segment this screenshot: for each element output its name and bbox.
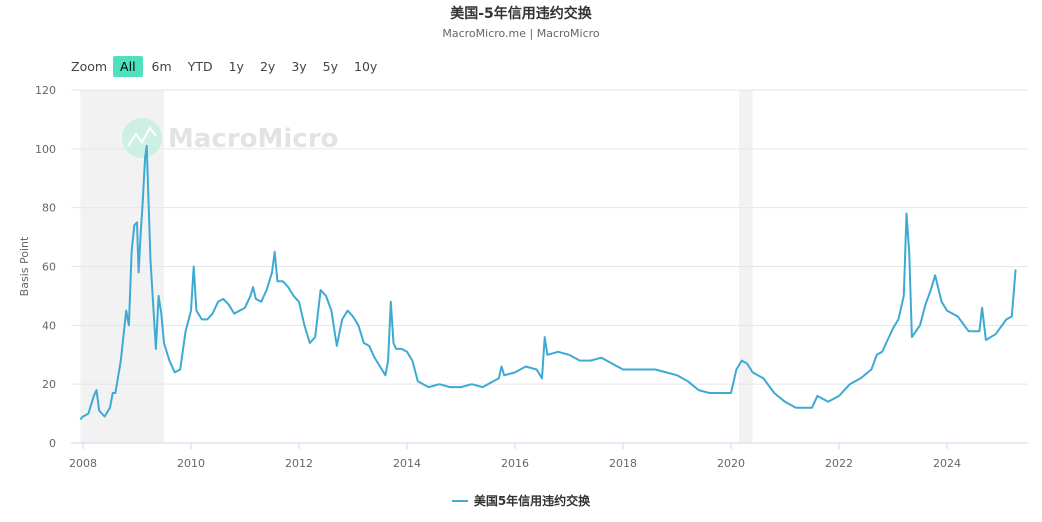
- x-tick-label: 2020: [717, 457, 745, 470]
- y-tick-label: 60: [42, 261, 56, 274]
- y-tick-label: 0: [49, 437, 56, 450]
- zoom-selector: Zoom All 6m YTD 1y 2y 3y 5y 10y: [71, 56, 386, 77]
- legend[interactable]: 美国5年信用违约交换: [0, 492, 1042, 509]
- zoom-ytd-button[interactable]: YTD: [187, 59, 213, 74]
- zoom-3y-button[interactable]: 3y: [291, 59, 307, 74]
- x-tick-label: 2014: [393, 457, 421, 470]
- zoom-10y-button[interactable]: 10y: [354, 59, 378, 74]
- legend-swatch: [451, 499, 468, 502]
- y-tick-label: 20: [42, 378, 56, 391]
- y-tick-label: 40: [42, 319, 56, 332]
- zoom-label: Zoom: [71, 59, 108, 74]
- zoom-5y-button[interactable]: 5y: [322, 59, 339, 74]
- watermark-logo-icon: [122, 118, 162, 158]
- x-tick-label: 2024: [933, 457, 961, 470]
- x-tick-label: 2022: [825, 457, 853, 470]
- series-line: [79, 144, 1017, 421]
- zoom-1y-button[interactable]: 1y: [228, 59, 244, 74]
- y-tick-label: 100: [35, 143, 56, 156]
- legend-label: 美国5年信用违约交换: [473, 494, 591, 508]
- x-tick-label: 2012: [285, 457, 313, 470]
- x-tick-label: 2018: [609, 457, 637, 470]
- y-axis-label: Basis Point: [18, 236, 31, 296]
- y-tick-label: 120: [35, 84, 56, 97]
- zoom-all-button[interactable]: All: [113, 56, 143, 77]
- watermark-text: MacroMicro: [168, 124, 338, 154]
- y-tick-label: 80: [42, 202, 56, 215]
- x-tick-label: 2016: [501, 457, 529, 470]
- zoom-6m-button[interactable]: 6m: [151, 59, 172, 74]
- chart-title: 美国-5年信用违约交换: [450, 6, 592, 22]
- watermark-chart-icon: [127, 126, 157, 147]
- chart-subtitle: MacroMicro.me | MacroMicro: [442, 27, 600, 40]
- x-tick-label: 2010: [177, 457, 205, 470]
- zoom-2y-button[interactable]: 2y: [259, 59, 276, 74]
- x-tick-label: 2008: [69, 457, 97, 470]
